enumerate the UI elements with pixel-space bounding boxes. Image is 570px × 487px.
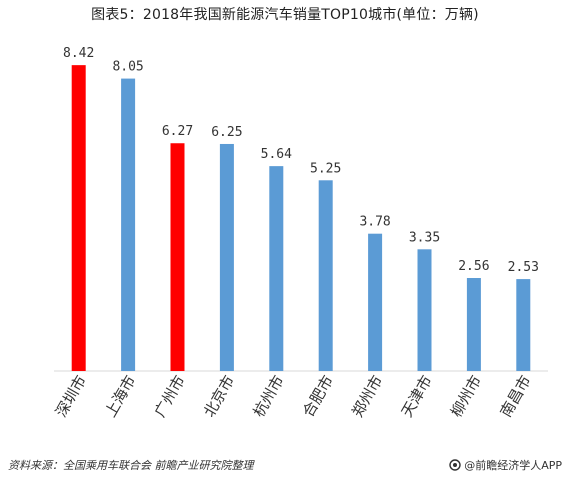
bars-group: [71, 65, 531, 372]
chart-title: 图表5：2018年我国新能源汽车销量TOP10城市(单位：万辆): [91, 7, 479, 23]
bar-7: [368, 233, 383, 371]
value-label-9: 2.56: [458, 259, 489, 274]
x-tick-label-9: 柳州市: [447, 372, 485, 420]
brand-credit[interactable]: @前瞻经济学人APP: [449, 457, 562, 473]
bar-9: [466, 278, 481, 371]
value-label-5: 5.64: [261, 147, 292, 162]
bar-1: [71, 65, 86, 372]
value-label-3: 6.27: [162, 124, 193, 139]
x-tick-label-2: 上海市: [101, 372, 139, 420]
brand-credit-text: @前瞻经济学人APP: [464, 459, 562, 472]
bar-6: [318, 180, 333, 371]
value-label-6: 5.25: [310, 161, 341, 176]
value-label-10: 2.53: [508, 260, 539, 275]
x-tick-label-1: 深圳市: [52, 372, 90, 420]
value-label-4: 6.25: [211, 125, 242, 140]
value-label-2: 8.05: [112, 60, 143, 75]
x-tick-label-6: 合肥市: [299, 372, 337, 420]
value-label-7: 3.78: [359, 215, 390, 230]
x-tick-label-5: 杭州市: [250, 372, 288, 420]
x-tick-label-10: 南昌市: [497, 372, 535, 420]
x-tick-label-8: 天津市: [398, 372, 436, 420]
bar-2: [121, 78, 136, 371]
bar-8: [417, 249, 432, 371]
x-tick-label-3: 广州市: [151, 372, 189, 420]
bar-4: [219, 143, 234, 371]
brand-logo-icon: [449, 459, 461, 471]
bar-3: [170, 143, 185, 371]
x-tick-label-4: 北京市: [200, 372, 238, 420]
bar-10: [516, 279, 531, 371]
value-labels-group: 8.42 8.05 6.27 6.25 5.64 5.25 3.78 3.35 2.56 2.53: [63, 46, 539, 275]
value-label-1: 8.42: [63, 46, 94, 61]
source-note: 资料来源：全国乘用车联合会 前瞻产业研究院整理: [8, 459, 254, 472]
bar-5: [269, 166, 284, 371]
value-label-8: 3.35: [409, 230, 440, 245]
x-tick-labels-group: 深圳市 上海市 广州市 北京市 杭州市 合肥市 郑州市 天津市 柳州市 南昌市: [52, 372, 535, 420]
x-tick-label-7: 郑州市: [348, 372, 386, 420]
